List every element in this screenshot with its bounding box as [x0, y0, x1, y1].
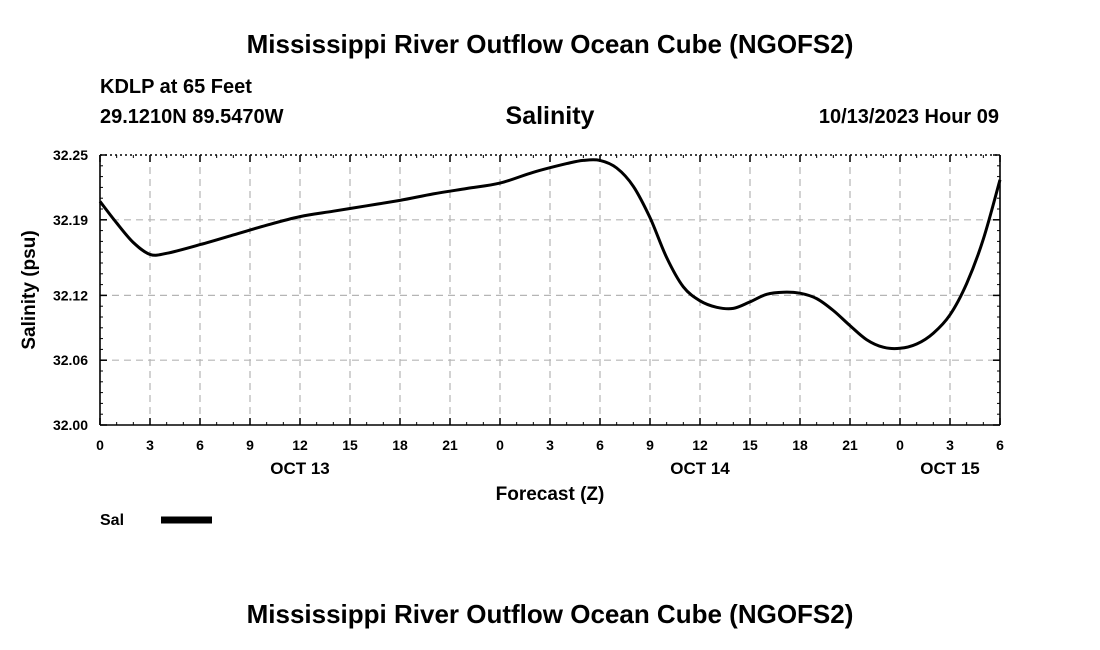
x-tick-label: 9: [246, 437, 254, 453]
chart-title-main: Mississippi River Outflow Ocean Cube (NG…: [246, 29, 854, 59]
x-tick-label: 12: [292, 437, 308, 453]
x-tick-label: 3: [146, 437, 154, 453]
x-tick-label: 9: [646, 437, 654, 453]
y-tick-label: 32.19: [53, 212, 88, 228]
x-tick-label: 0: [496, 437, 504, 453]
y-tick-label: 32.06: [53, 352, 88, 368]
x-tick-label: 21: [442, 437, 458, 453]
date-label: OCT 14: [670, 459, 730, 478]
x-tick-label: 6: [996, 437, 1004, 453]
x-tick-label: 18: [392, 437, 408, 453]
station-label: KDLP at 65 Feet: [100, 76, 252, 98]
legend-label: Sal: [100, 512, 124, 529]
chart-title-footer: Mississippi River Outflow Ocean Cube (NG…: [246, 599, 854, 629]
x-tick-label: 12: [692, 437, 708, 453]
date-label: OCT 13: [270, 459, 330, 478]
x-axis-title: Forecast (Z): [496, 484, 605, 505]
x-tick-label: 6: [196, 437, 204, 453]
x-tick-label: 3: [946, 437, 954, 453]
x-tick-label: 15: [742, 437, 758, 453]
x-tick-label: 6: [596, 437, 604, 453]
y-tick-label: 32.00: [53, 417, 88, 433]
y-tick-label: 32.12: [53, 287, 88, 303]
chart-title: Salinity: [506, 102, 595, 130]
station-coords: 29.1210N 89.5470W: [100, 106, 284, 128]
x-tick-label: 0: [896, 437, 904, 453]
series-line-sal: [98, 158, 1002, 351]
y-axis-title: Salinity (psu): [19, 230, 40, 349]
x-tick-label: 18: [792, 437, 808, 453]
forecast-datetime: 10/13/2023 Hour 09: [818, 106, 999, 128]
y-tick-label: 32.25: [53, 147, 88, 163]
x-tick-label: 21: [842, 437, 858, 453]
x-tick-label: 3: [546, 437, 554, 453]
x-tick-label: 0: [96, 437, 104, 453]
date-label: OCT 15: [920, 459, 980, 478]
x-tick-label: 15: [342, 437, 358, 453]
